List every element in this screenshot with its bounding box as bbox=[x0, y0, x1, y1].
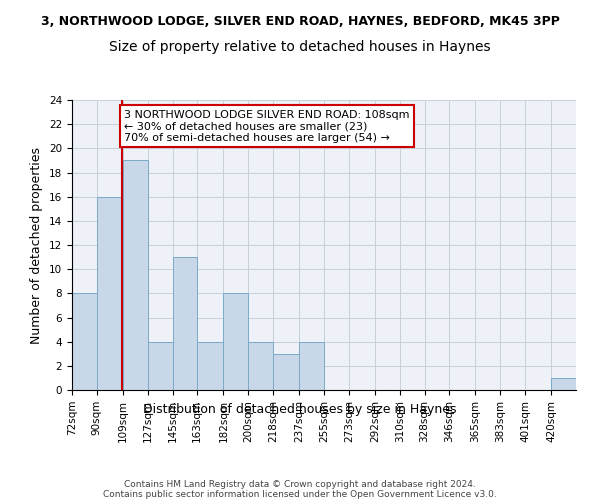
Text: 3 NORTHWOOD LODGE SILVER END ROAD: 108sqm
← 30% of detached houses are smaller (: 3 NORTHWOOD LODGE SILVER END ROAD: 108sq… bbox=[124, 110, 410, 143]
Text: 3, NORTHWOOD LODGE, SILVER END ROAD, HAYNES, BEDFORD, MK45 3PP: 3, NORTHWOOD LODGE, SILVER END ROAD, HAY… bbox=[41, 15, 559, 28]
Bar bbox=[173, 257, 197, 390]
Bar bbox=[123, 160, 148, 390]
Bar bbox=[223, 294, 248, 390]
Text: Size of property relative to detached houses in Haynes: Size of property relative to detached ho… bbox=[109, 40, 491, 54]
Y-axis label: Number of detached properties: Number of detached properties bbox=[31, 146, 43, 344]
Text: Contains HM Land Registry data © Crown copyright and database right 2024.
Contai: Contains HM Land Registry data © Crown c… bbox=[103, 480, 497, 500]
Bar bbox=[72, 294, 97, 390]
Bar bbox=[248, 342, 273, 390]
Bar bbox=[148, 342, 173, 390]
Bar bbox=[551, 378, 576, 390]
Bar bbox=[299, 342, 324, 390]
Bar bbox=[97, 196, 123, 390]
Bar bbox=[273, 354, 299, 390]
Text: Distribution of detached houses by size in Haynes: Distribution of detached houses by size … bbox=[143, 402, 457, 415]
Bar bbox=[197, 342, 223, 390]
